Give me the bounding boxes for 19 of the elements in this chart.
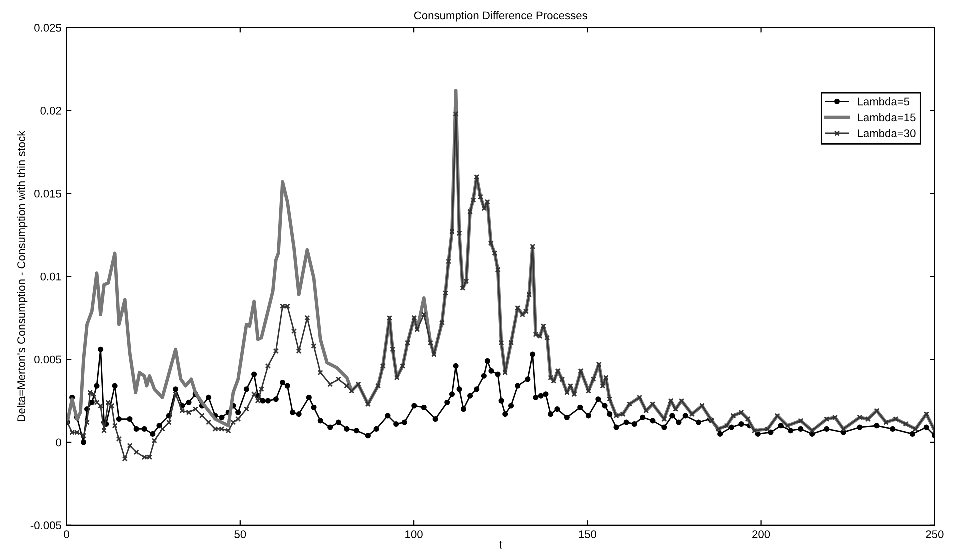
y-tick-label: 0.01 [40,272,62,281]
x-tick-label: 150 [579,530,596,538]
x-tick-label: 100 [406,530,423,538]
x-tick-label: 250 [926,530,944,538]
y-axis-title: Delta=Merton's Consumption - Consumption with thin stock [17,130,28,422]
legend-label: Lambda=15 [858,113,916,122]
x-tick-label: 200 [752,530,770,538]
x-tick-label: 50 [234,530,246,538]
chart-title: Consumption Difference Processes [414,11,588,22]
y-tick-label: 0.005 [34,356,62,364]
x-axis-title: t [499,542,502,549]
legend-label: Lambda=30 [858,129,916,138]
y-tick-label: 0.025 [34,24,62,32]
y-tick-label: 0.015 [34,190,62,198]
y-tick-label: 0.02 [40,107,62,115]
x-tick-label: 0 [64,530,70,538]
y-tick-label: 0 [56,438,62,447]
legend-label: Lambda=5 [858,98,910,106]
y-tick-label: -0.005 [30,522,62,530]
